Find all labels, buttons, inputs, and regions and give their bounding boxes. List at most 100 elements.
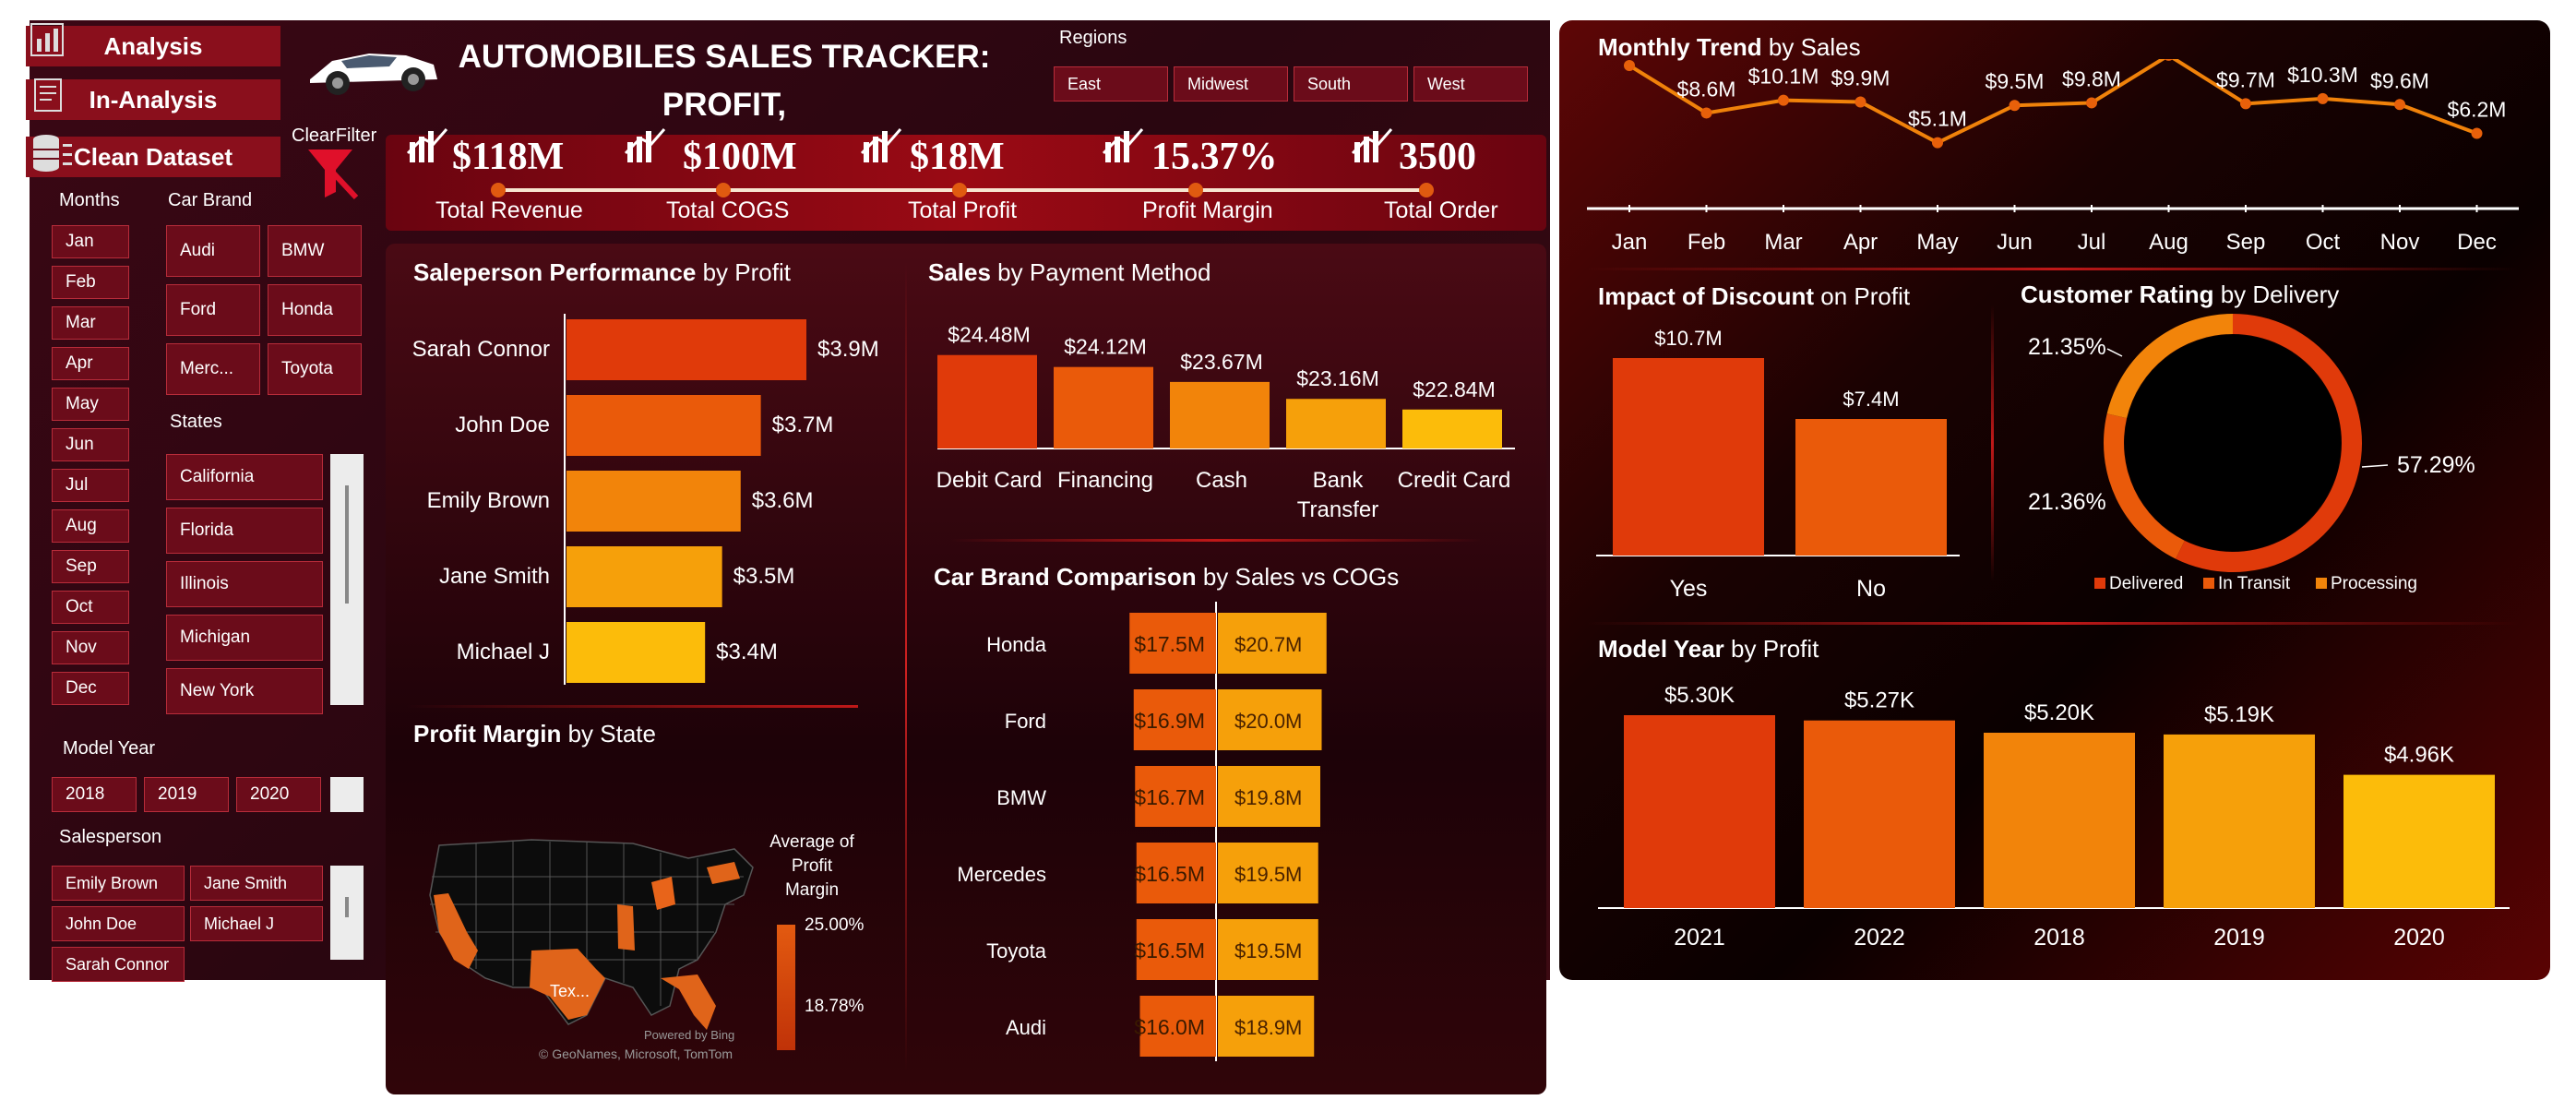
monthly-month-0: Jan [1612,230,1648,255]
brand-title-bold: Car Brand Comparison [934,563,1197,591]
map-title-bold: Profit Margin [413,720,562,747]
monthly-month-10: Nov [2380,230,2420,255]
state-button-4[interactable]: New York [166,668,323,714]
salesperson-value-2: $3.6M [752,488,814,513]
brand-cogs-bar-3 [1218,843,1318,903]
month-button-dec[interactable]: Dec [52,672,129,705]
month-button-sep[interactable]: Sep [52,550,129,583]
region-button-south-label: South [1307,74,1352,93]
model-year-button-2019[interactable]: 2019 [144,777,229,812]
salesperson-bar-4 [566,622,706,683]
month-button-nov[interactable]: Nov [52,631,129,664]
payment-bar-chart: $24.48M Debit Card $24.12M Financing $23.67M… [936,323,1515,522]
salesperson-scrollbar[interactable] [330,866,364,960]
donut-legend-swatch-2 [2316,578,2327,589]
salesperson-slicer-label: Salesperson [59,827,162,847]
model-year-value-2: $5.20K [2024,700,2094,725]
kpi-label-0-label: Total Revenue [435,197,583,223]
brand-button-4[interactable]: Merc... [166,343,260,395]
monthly-point-11 [2471,127,2483,139]
salesperson-button-1[interactable]: Jane Smith [190,866,323,901]
margin-icon [1102,126,1144,168]
illinois-state [617,904,635,951]
salesperson-button-3[interactable]: Michael J [190,906,323,941]
analysis-nav-button[interactable]: Analysis [26,26,280,66]
monthly-point-5 [2009,100,2021,112]
month-button-mar-label: Mar [66,313,96,332]
model-year-value-4: $4.96K [2384,743,2454,768]
legend-title-line1: Average of [769,832,854,852]
clean-dataset-nav-button[interactable]: Clean Dataset [26,137,280,177]
donut-slice-2 [2106,314,2233,419]
monthly-point-7 [2165,59,2173,61]
month-button-jun[interactable]: Jun [52,428,129,461]
rating-title-rest: by Delivery [2213,281,2340,308]
clear-filter-icon[interactable] [304,146,360,203]
model-year-bar-0 [1624,715,1775,908]
month-button-apr[interactable]: Apr [52,347,129,380]
kpi-marker-4 [1419,183,1434,197]
model-year-button-2018[interactable]: 2018 [52,777,137,812]
kpi-marker-1 [716,183,731,197]
model-year-bar-4 [2343,774,2495,908]
brand-button-0[interactable]: Audi [166,225,260,277]
month-button-may[interactable]: May [52,388,129,421]
salesperson-button-1-label: Jane Smith [204,873,288,892]
model-year-scrollbar[interactable] [330,777,364,812]
rating-donut-chart: 57.29% 21.36% 21.35% Delivered In Transit Pro… [2028,314,2475,593]
month-button-jan[interactable]: Jan [52,225,129,258]
month-button-feb[interactable]: Feb [52,266,129,299]
month-button-aug[interactable]: Aug [52,509,129,543]
brand-button-2[interactable]: Ford [166,284,260,336]
state-button-0[interactable]: California [166,454,323,500]
region-button-west-label: West [1427,74,1465,93]
salesperson-button-0-label: Emily Brown [66,873,159,892]
month-button-jul[interactable]: Jul [52,469,129,502]
donut-leader-0 [2361,464,2389,468]
brand-cogs-value-2: $19.8M [1234,786,1302,809]
brand-title-rest: by Sales vs COGs [1196,563,1400,591]
in-analysis-icon [34,78,62,112]
kpi-label-3-label: Profit Margin [1142,197,1273,223]
model-year-bar-2 [1984,733,2135,908]
brand-button-5[interactable]: Toyota [268,343,362,395]
region-button-east[interactable]: East [1054,66,1168,102]
brand-sales-value-5: $16.0M [1134,1015,1205,1039]
salesperson-button-2[interactable]: John Doe [52,906,185,941]
salesperson-button-4[interactable]: Sarah Connor [52,947,185,982]
state-button-1[interactable]: Florida [166,508,323,554]
states-scrollbar[interactable] [330,454,364,705]
model-year-button-2020[interactable]: 2020 [236,777,321,812]
month-button-aug-label: Aug [66,516,97,535]
model-year-value-3: $5.19K [2204,702,2274,727]
salesperson-button-0[interactable]: Emily Brown [52,866,185,901]
month-button-mar[interactable]: Mar [52,306,129,340]
monthly-title-bold: Monthly Trend [1598,33,1762,61]
region-button-midwest[interactable]: Midwest [1174,66,1288,102]
in-analysis-nav-button[interactable]: In-Analysis [26,79,280,120]
map-credit: © GeoNames, Microsoft, TomTom [539,1046,733,1061]
brand-button-3[interactable]: Honda [268,284,362,336]
month-button-jun-label: Jun [66,435,94,454]
salesperson-name-1: John Doe [455,413,550,437]
title-line-1: AUTOMOBILES SALES TRACKER: PROFIT, [458,39,991,123]
month-button-oct[interactable]: Oct [52,591,129,624]
donut-slice-0 [2176,314,2362,572]
salesperson-button-4-label: Sarah Connor [66,954,170,974]
kpi-value-3: 15.37% [1151,135,1278,179]
state-button-3[interactable]: Michigan [166,615,323,661]
monthly-value-10: $9.6M [2370,68,2429,92]
brand-button-1[interactable]: BMW [268,225,362,277]
legend-title-line2: Profit [791,856,833,876]
brand-name-1: Ford [1005,710,1046,733]
model-year-category-4: 2020 [2393,925,2445,951]
brand-comparison-chart: Honda $17.5M $20.7M Ford $16.9M $20.0M BMW $16.… [957,602,1327,1061]
monthly-month-11: Dec [2457,230,2497,255]
region-button-south[interactable]: South [1294,66,1408,102]
california-state [434,893,478,969]
state-button-2[interactable]: Illinois [166,561,323,607]
brand-chart-title: Car Brand Comparison by Sales vs COGs [934,563,1399,592]
region-button-west[interactable]: West [1413,66,1528,102]
us-state-map[interactable]: Tex... [421,831,771,1043]
state-button-3-label: Michigan [180,628,251,647]
